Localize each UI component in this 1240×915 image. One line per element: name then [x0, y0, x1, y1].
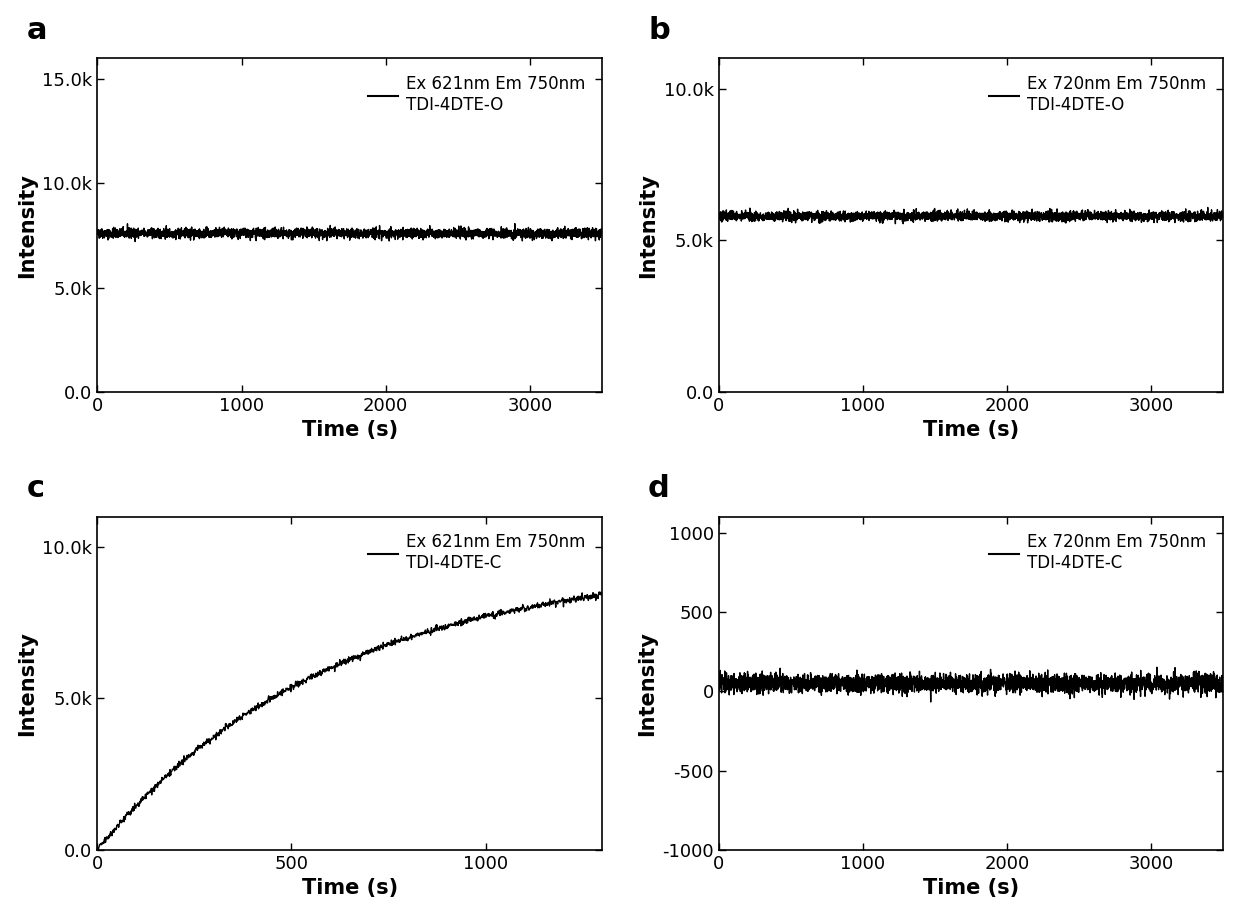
- Legend: Ex 720nm Em 750nm
TDI-4DTE-C: Ex 720nm Em 750nm TDI-4DTE-C: [981, 525, 1215, 580]
- Y-axis label: Intensity: Intensity: [639, 173, 658, 277]
- Legend: Ex 621nm Em 750nm
TDI-4DTE-O: Ex 621nm Em 750nm TDI-4DTE-O: [360, 67, 594, 123]
- Text: a: a: [27, 16, 47, 45]
- X-axis label: Time (s): Time (s): [301, 420, 398, 440]
- X-axis label: Time (s): Time (s): [923, 878, 1019, 899]
- Y-axis label: Intensity: Intensity: [16, 173, 37, 277]
- Y-axis label: Intensity: Intensity: [636, 630, 657, 736]
- Text: b: b: [649, 16, 670, 45]
- Text: d: d: [649, 474, 670, 503]
- Legend: Ex 621nm Em 750nm
TDI-4DTE-C: Ex 621nm Em 750nm TDI-4DTE-C: [360, 525, 594, 580]
- Legend: Ex 720nm Em 750nm
TDI-4DTE-O: Ex 720nm Em 750nm TDI-4DTE-O: [981, 67, 1215, 123]
- X-axis label: Time (s): Time (s): [923, 420, 1019, 440]
- Y-axis label: Intensity: Intensity: [17, 630, 37, 736]
- Text: c: c: [27, 474, 45, 503]
- X-axis label: Time (s): Time (s): [301, 878, 398, 899]
